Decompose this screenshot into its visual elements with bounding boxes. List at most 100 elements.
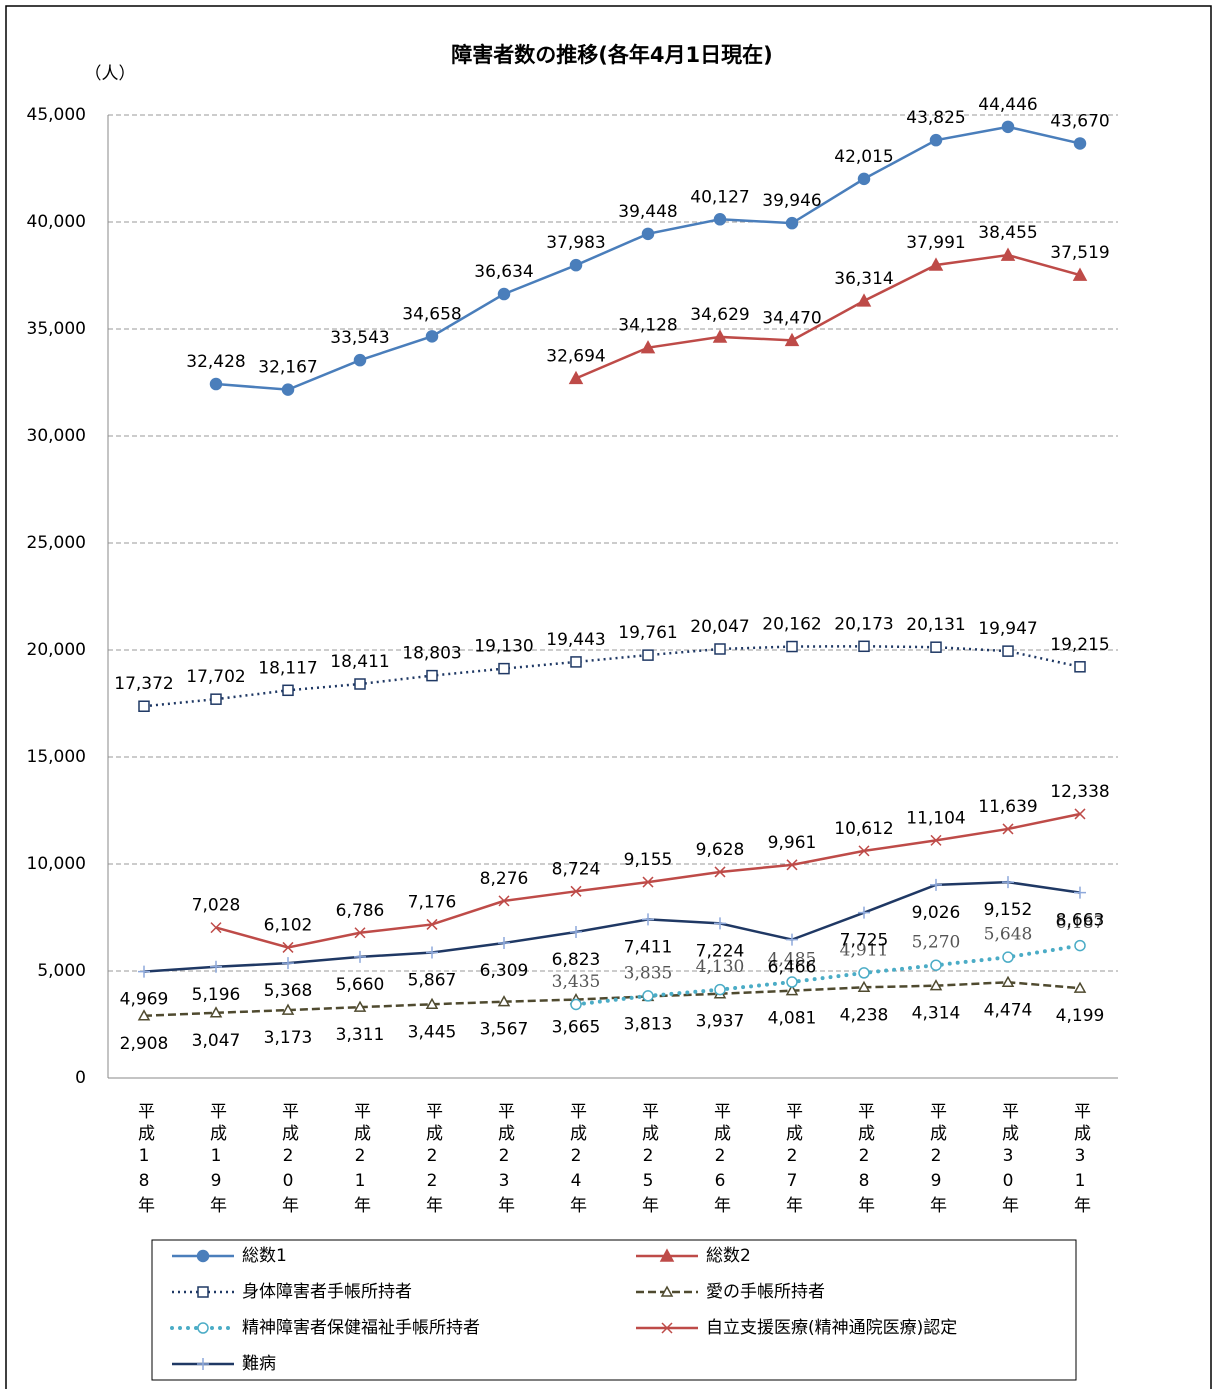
legend-marker — [197, 1322, 209, 1334]
data-point — [1072, 267, 1088, 281]
data-label: 43,825 — [906, 108, 965, 128]
x-tick-label: 平成19年 — [206, 1102, 227, 1218]
data-label: 5,196 — [192, 985, 241, 1005]
data-label: 6,466 — [768, 958, 817, 978]
x-tick-label: 平成29年 — [926, 1102, 947, 1218]
data-label: 3,435 — [552, 972, 601, 992]
data-label: 6,823 — [552, 950, 601, 970]
data-point — [858, 845, 870, 857]
data-label: 4,238 — [840, 1005, 889, 1025]
data-label: 32,167 — [258, 358, 317, 378]
data-point — [282, 941, 294, 953]
data-point — [281, 1003, 295, 1015]
y-tick-label: 20,000 — [27, 640, 86, 660]
data-point — [426, 669, 438, 682]
x-tick-label: 平成30年 — [998, 1102, 1019, 1218]
data-label: 5,660 — [336, 975, 385, 995]
data-point — [354, 950, 366, 963]
legend-label: 精神障害者保健福祉手帳所持者 — [242, 1318, 480, 1338]
data-label: 2,908 — [120, 1034, 169, 1054]
data-label: 38,455 — [978, 223, 1037, 243]
data-label: 42,015 — [834, 147, 893, 167]
data-label: 36,634 — [474, 262, 533, 282]
data-point — [857, 172, 871, 186]
data-label: 3,173 — [264, 1028, 313, 1048]
data-label: 5,368 — [264, 981, 313, 1001]
data-point — [425, 330, 439, 343]
data-point — [210, 693, 222, 705]
data-label: 20,047 — [690, 617, 749, 637]
data-point — [354, 927, 366, 939]
data-label: 3,665 — [552, 1018, 601, 1038]
data-label: 9,628 — [696, 840, 745, 860]
data-point — [138, 965, 150, 978]
data-point — [786, 976, 798, 988]
data-point — [642, 913, 654, 926]
data-point — [858, 967, 870, 979]
data-label: 4,474 — [984, 1000, 1033, 1020]
data-point — [1074, 808, 1086, 820]
data-label: 3,445 — [408, 1022, 457, 1042]
legend-marker — [659, 1248, 675, 1262]
y-tick-label: 45,000 — [27, 105, 86, 125]
data-point — [928, 257, 944, 271]
y-tick-label: 35,000 — [27, 319, 86, 339]
data-point — [498, 662, 510, 675]
data-point — [354, 678, 366, 690]
data-label: 37,991 — [906, 233, 965, 253]
data-point — [714, 983, 726, 996]
data-label: 11,104 — [906, 808, 965, 828]
data-point — [858, 640, 870, 653]
data-label: 34,658 — [402, 304, 461, 324]
data-point — [858, 906, 870, 919]
data-point — [570, 925, 582, 938]
data-label: 6,187 — [1056, 913, 1105, 933]
data-point — [497, 995, 511, 1007]
y-tick-label: 25,000 — [27, 533, 86, 553]
data-point — [568, 370, 584, 385]
data-label: 19,947 — [978, 619, 1037, 639]
data-label: 9,152 — [984, 900, 1033, 920]
data-point — [784, 332, 800, 347]
data-point — [498, 936, 510, 949]
data-label: 12,338 — [1050, 782, 1109, 802]
y-tick-label: 15,000 — [27, 747, 86, 767]
data-point — [210, 960, 222, 973]
legend-box — [151, 1239, 1077, 1381]
data-point — [930, 641, 942, 653]
data-point — [570, 885, 582, 897]
data-label: 4,130 — [696, 957, 745, 977]
series-line — [143, 645, 1081, 708]
x-tick-label: 平成26年 — [710, 1102, 731, 1218]
data-point — [1073, 137, 1087, 150]
data-label: 8,276 — [480, 869, 529, 889]
data-point — [1074, 661, 1086, 673]
data-point — [856, 293, 872, 307]
data-label: 18,411 — [330, 652, 389, 672]
data-point — [426, 918, 438, 930]
data-point — [785, 216, 799, 230]
data-point — [1002, 951, 1014, 963]
x-tick-label: 平成23年 — [494, 1102, 515, 1218]
data-label: 34,470 — [762, 308, 821, 328]
data-point — [353, 1000, 367, 1012]
data-point — [786, 933, 798, 946]
legend-marker — [661, 1322, 673, 1334]
legend-label: 愛の手帳所持者 — [706, 1282, 825, 1302]
data-label: 6,102 — [264, 915, 313, 935]
data-point — [1001, 975, 1015, 988]
x-tick-label: 平成22年 — [422, 1102, 443, 1218]
data-label: 11,639 — [978, 797, 1037, 817]
chart-title: 障害者数の推移(各年4月1日現在) — [451, 43, 772, 67]
data-label: 39,448 — [618, 202, 677, 222]
y-tick-label: 40,000 — [27, 212, 86, 232]
data-label: 8,663 — [1056, 911, 1105, 931]
data-label: 10,612 — [834, 819, 893, 839]
data-point — [713, 213, 727, 226]
legend-marker — [197, 1358, 209, 1370]
data-point — [426, 946, 438, 959]
data-point — [1002, 645, 1014, 657]
data-label: 4,199 — [1056, 1006, 1105, 1026]
data-label: 20,173 — [834, 614, 893, 634]
